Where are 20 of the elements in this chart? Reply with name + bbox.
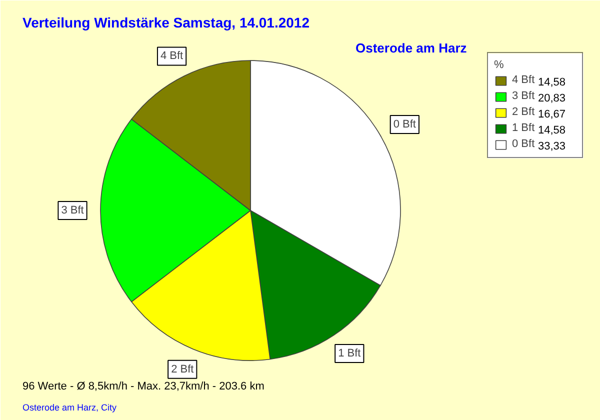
legend-title: %	[494, 59, 505, 71]
data-label: 33,33	[538, 140, 566, 152]
slice-label: 2 Bft	[171, 363, 194, 376]
legend-label: 4 Bft	[512, 74, 535, 86]
data-label: 14,58	[538, 124, 566, 136]
legend-label: 3 Bft	[512, 90, 535, 102]
slice-label: 0 Bft	[393, 118, 416, 130]
chart-subtitle: Osterode am Harz	[356, 40, 468, 56]
slice-label: 1 Bft	[338, 348, 361, 360]
data-label: 16,67	[538, 108, 566, 120]
legend-label: 2 Bft	[512, 106, 535, 118]
slice-label: 3 Bft	[61, 204, 84, 216]
chart-title: Verteilung Windstärke Samstag, 14.01.2012	[22, 14, 310, 30]
data-label: 14,58	[538, 76, 566, 88]
legend-label: 0 Bft	[512, 138, 535, 150]
data-label: 20,83	[538, 92, 566, 104]
slice-label: 4 Bft	[160, 50, 184, 62]
legend-label: 1 Bft	[512, 122, 535, 134]
text: 96 Werte - Ø 8,5km/h - Max. 23,7km/h - 203.6 km	[22, 380, 264, 392]
text: Osterode am Harz, City	[22, 402, 118, 412]
